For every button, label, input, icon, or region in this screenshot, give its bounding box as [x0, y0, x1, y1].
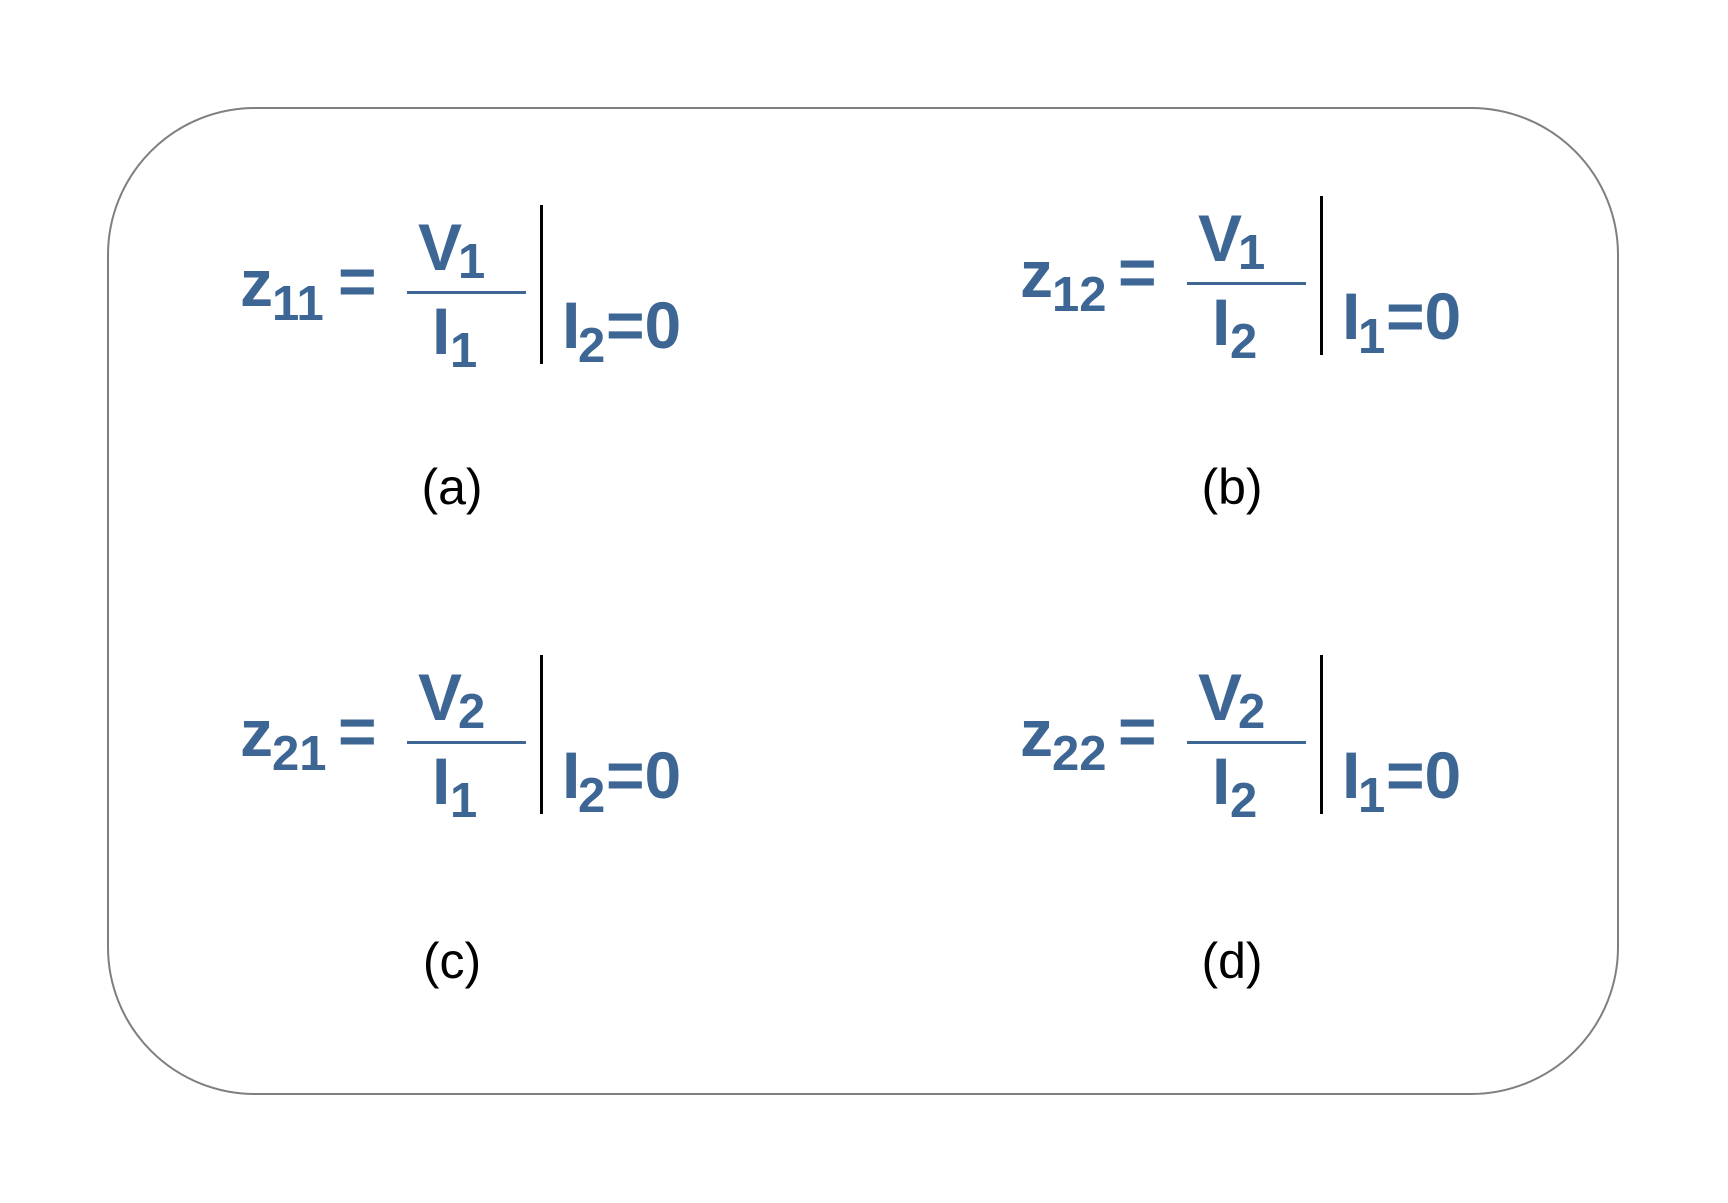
lhs-variable: z — [240, 246, 273, 320]
condition-value: =0 — [1386, 738, 1462, 812]
numerator-variable: V — [418, 210, 463, 284]
equals-sign: = — [338, 244, 377, 318]
evaluation-bar — [1320, 655, 1323, 814]
equals-sign: = — [1118, 235, 1157, 309]
equation-label: (a) — [421, 459, 483, 515]
condition-variable: I — [1342, 738, 1361, 812]
lhs-subscript: 22 — [1052, 727, 1107, 781]
equals-sign: = — [1118, 694, 1157, 768]
condition-subscript: 1 — [1358, 769, 1386, 823]
lhs-variable: z — [1020, 237, 1053, 311]
equation-label: (b) — [1201, 459, 1263, 515]
equation-label: (c) — [422, 933, 482, 989]
numerator-subscript: 2 — [458, 685, 486, 739]
fraction-bar — [407, 291, 526, 294]
fraction-bar — [1187, 741, 1306, 744]
equation: z 11 = V 1 I 1 I 2 =0 (a) — [0, 0, 1728, 512]
lhs-subscript: 12 — [1052, 268, 1107, 322]
lhs-subscript: 21 — [272, 727, 327, 781]
equation: z 21 = V 2 I 1 I 2 =0 (c) — [0, 450, 1728, 986]
denominator-variable: I — [432, 744, 451, 818]
numerator-variable: V — [1198, 201, 1243, 275]
condition-variable: I — [562, 288, 581, 362]
condition-variable: I — [562, 738, 581, 812]
numerator-subscript: 1 — [458, 235, 486, 289]
numerator-variable: V — [418, 660, 463, 734]
condition-subscript: 2 — [578, 769, 606, 823]
numerator-variable: V — [1198, 660, 1243, 734]
denominator-subscript: 1 — [450, 324, 478, 378]
condition-value: =0 — [606, 288, 682, 362]
numerator-subscript: 1 — [1238, 226, 1266, 280]
numerator-subscript: 2 — [1238, 685, 1266, 739]
equals-sign: = — [338, 694, 377, 768]
condition-value: =0 — [606, 738, 682, 812]
fraction-bar — [1187, 282, 1306, 285]
equation-label: (d) — [1201, 933, 1263, 989]
rounded-frame — [107, 107, 1619, 1095]
denominator-subscript: 2 — [1230, 315, 1258, 369]
fraction-bar — [407, 741, 526, 744]
condition-subscript: 2 — [578, 319, 606, 373]
condition-variable: I — [1342, 279, 1361, 353]
denominator-subscript: 1 — [450, 774, 478, 828]
equation: z 22 = V 2 I 2 I 1 =0 (d) — [780, 450, 1728, 986]
lhs-variable: z — [240, 696, 273, 770]
evaluation-bar — [540, 205, 543, 364]
condition-subscript: 1 — [1358, 310, 1386, 364]
lhs-subscript: 11 — [272, 277, 324, 331]
lhs-variable: z — [1020, 696, 1053, 770]
condition-value: =0 — [1386, 279, 1462, 353]
denominator-variable: I — [1212, 285, 1231, 359]
evaluation-bar — [540, 655, 543, 814]
evaluation-bar — [1320, 196, 1323, 355]
denominator-variable: I — [432, 294, 451, 368]
denominator-variable: I — [1212, 744, 1231, 818]
denominator-subscript: 2 — [1230, 774, 1258, 828]
